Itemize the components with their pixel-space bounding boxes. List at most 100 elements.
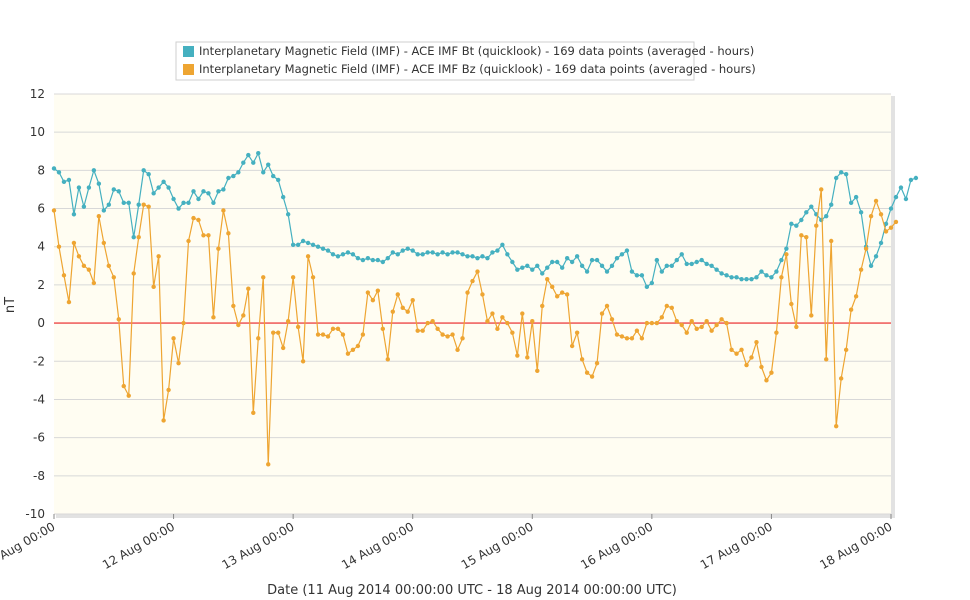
- data-point-bt[interactable]: [226, 175, 231, 181]
- data-point-bz[interactable]: [654, 320, 660, 326]
- data-point-bz[interactable]: [649, 320, 655, 326]
- data-point-bt[interactable]: [789, 221, 794, 227]
- data-point-bt[interactable]: [280, 194, 286, 200]
- data-point-bz[interactable]: [799, 233, 804, 238]
- data-point-bz[interactable]: [515, 353, 520, 358]
- data-point-bz[interactable]: [893, 219, 899, 225]
- data-point-bt[interactable]: [739, 276, 744, 282]
- data-point-bz[interactable]: [759, 364, 764, 370]
- data-point-bt[interactable]: [385, 255, 390, 261]
- data-point-bt[interactable]: [166, 185, 171, 190]
- data-point-bz[interactable]: [809, 313, 814, 318]
- data-point-bz[interactable]: [774, 330, 779, 335]
- data-point-bz[interactable]: [724, 320, 729, 326]
- data-point-bz[interactable]: [86, 267, 92, 272]
- data-point-bt[interactable]: [106, 202, 112, 207]
- data-point-bt[interactable]: [858, 210, 864, 215]
- data-point-bt[interactable]: [415, 252, 420, 257]
- data-point-bt[interactable]: [156, 185, 161, 190]
- data-point-bz[interactable]: [589, 374, 595, 379]
- data-point-bt[interactable]: [395, 252, 400, 257]
- data-point-bz[interactable]: [838, 376, 844, 381]
- data-point-bt[interactable]: [171, 196, 176, 202]
- data-point-bz[interactable]: [280, 345, 286, 351]
- data-point-bt[interactable]: [784, 246, 789, 251]
- data-point-bz[interactable]: [510, 330, 515, 335]
- data-point-bz[interactable]: [734, 351, 739, 356]
- data-point-bt[interactable]: [340, 252, 346, 257]
- data-point-bz[interactable]: [290, 275, 296, 280]
- data-point-bz[interactable]: [764, 378, 769, 383]
- data-point-bt[interactable]: [335, 254, 341, 259]
- data-point-bt[interactable]: [540, 271, 545, 276]
- data-point-bz[interactable]: [156, 254, 161, 259]
- data-point-bt[interactable]: [609, 263, 615, 269]
- data-point-bt[interactable]: [644, 284, 650, 290]
- data-point-bz[interactable]: [579, 357, 585, 362]
- data-point-bt[interactable]: [709, 263, 714, 269]
- data-point-bt[interactable]: [201, 189, 206, 194]
- data-point-bt[interactable]: [599, 263, 605, 269]
- data-point-bt[interactable]: [390, 250, 395, 255]
- data-point-bt[interactable]: [320, 246, 326, 251]
- data-point-bt[interactable]: [535, 263, 540, 269]
- data-point-bt[interactable]: [345, 250, 351, 255]
- data-point-bz[interactable]: [754, 339, 759, 345]
- data-point-bt[interactable]: [724, 273, 729, 278]
- data-point-bz[interactable]: [276, 330, 281, 335]
- data-point-bt[interactable]: [470, 254, 475, 259]
- data-point-bt[interactable]: [96, 181, 102, 186]
- data-point-bt[interactable]: [525, 263, 530, 269]
- data-point-bz[interactable]: [868, 213, 874, 219]
- data-point-bt[interactable]: [196, 196, 201, 202]
- data-point-bz[interactable]: [619, 334, 625, 339]
- data-point-bt[interactable]: [76, 185, 82, 190]
- data-point-bt[interactable]: [445, 252, 450, 257]
- data-point-bt[interactable]: [146, 171, 151, 177]
- data-point-bz[interactable]: [390, 309, 395, 314]
- data-point-bt[interactable]: [689, 261, 694, 267]
- data-point-bz[interactable]: [146, 204, 151, 209]
- data-point-bt[interactable]: [754, 275, 759, 280]
- data-point-bz[interactable]: [784, 252, 789, 257]
- data-point-bt[interactable]: [634, 273, 640, 278]
- legend-label-bz[interactable]: Interplanetary Magnetic Field (IMF) - AC…: [199, 62, 756, 76]
- data-point-bz[interactable]: [863, 246, 869, 251]
- data-point-bt[interactable]: [136, 202, 141, 207]
- data-point-bz[interactable]: [71, 240, 77, 246]
- data-point-bt[interactable]: [236, 170, 241, 175]
- data-point-bt[interactable]: [365, 255, 371, 261]
- data-point-bt[interactable]: [555, 259, 560, 265]
- data-point-bt[interactable]: [61, 179, 67, 185]
- data-point-bz[interactable]: [121, 383, 126, 389]
- data-point-bz[interactable]: [853, 294, 859, 299]
- data-point-bz[interactable]: [315, 332, 321, 337]
- data-point-bz[interactable]: [196, 217, 201, 223]
- data-point-bt[interactable]: [480, 254, 485, 259]
- data-point-bz[interactable]: [709, 328, 714, 333]
- data-point-bz[interactable]: [779, 275, 784, 280]
- data-point-bt[interactable]: [629, 269, 635, 274]
- data-point-bz[interactable]: [819, 187, 824, 192]
- data-point-bz[interactable]: [634, 328, 640, 333]
- data-point-bz[interactable]: [380, 326, 386, 332]
- data-point-bt[interactable]: [211, 200, 216, 206]
- data-point-bz[interactable]: [684, 330, 689, 335]
- data-point-bt[interactable]: [734, 275, 739, 280]
- data-point-bt[interactable]: [375, 257, 381, 263]
- data-point-bt[interactable]: [66, 177, 72, 183]
- data-point-bz[interactable]: [330, 326, 336, 332]
- data-point-bt[interactable]: [878, 240, 884, 246]
- data-point-bz[interactable]: [405, 309, 410, 314]
- data-point-bz[interactable]: [271, 330, 276, 335]
- data-point-bz[interactable]: [325, 334, 331, 339]
- data-point-bz[interactable]: [500, 315, 505, 320]
- data-point-bz[interactable]: [475, 269, 480, 274]
- data-point-bz[interactable]: [320, 332, 326, 337]
- data-point-bt[interactable]: [684, 261, 689, 267]
- data-point-bt[interactable]: [559, 265, 565, 270]
- data-point-bz[interactable]: [81, 263, 87, 269]
- data-point-bz[interactable]: [888, 225, 894, 230]
- data-point-bz[interactable]: [96, 213, 102, 219]
- data-point-bz[interactable]: [664, 303, 669, 309]
